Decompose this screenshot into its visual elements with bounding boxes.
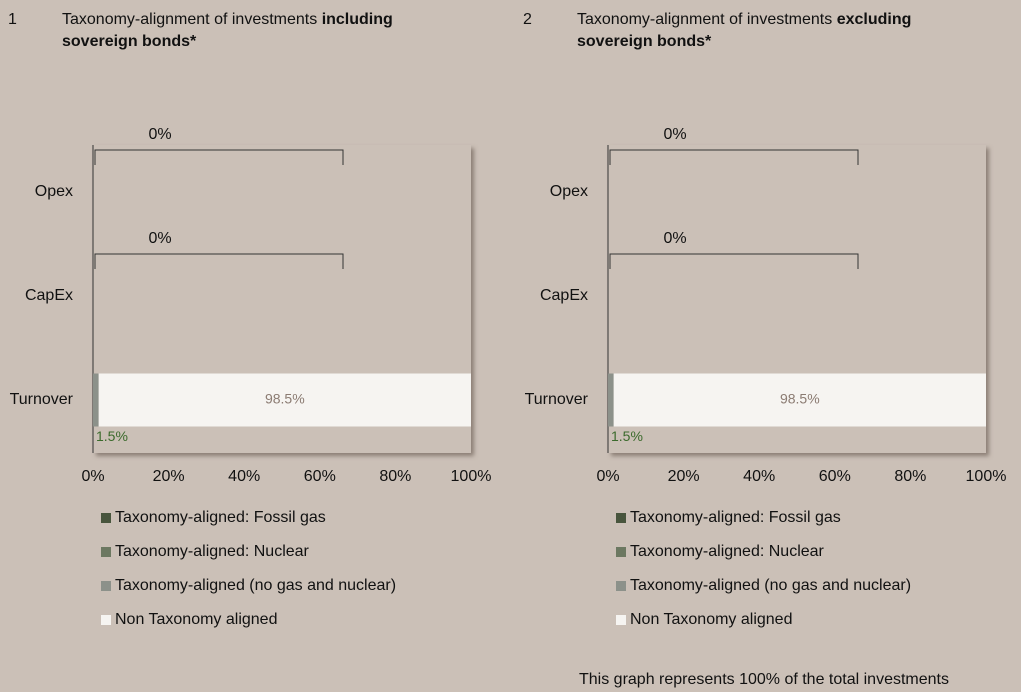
x-tick-label: 20%: [153, 468, 185, 485]
bracket-label: 0%: [148, 230, 171, 247]
x-tick-label: 60%: [304, 468, 336, 485]
legend-swatch: [616, 615, 626, 625]
y-tick-label: Turnover: [525, 391, 589, 408]
title-emphasis: excluding sovereign bonds*: [577, 11, 912, 50]
title-text: Taxonomy-alignment of investments: [62, 11, 318, 28]
bracket: [609, 253, 859, 269]
legend-label: Non Taxonomy aligned: [115, 611, 278, 628]
chart-title: Taxonomy-alignment of investments exclud…: [577, 9, 957, 53]
x-tick-label: 0%: [81, 468, 104, 485]
legend-item: Taxonomy-aligned: Fossil gas: [101, 509, 326, 527]
footnote: This graph represents 100% of the total …: [579, 671, 949, 688]
chart-number: 1: [8, 11, 17, 28]
x-tick-label: 20%: [668, 468, 700, 485]
bracket: [609, 149, 859, 165]
legend-item: Taxonomy-aligned: Fossil gas: [616, 509, 841, 527]
bar-segment: [608, 373, 614, 427]
x-tick-label: 100%: [451, 468, 492, 485]
x-tick-label: 40%: [743, 468, 775, 485]
x-tick-label: 80%: [379, 468, 411, 485]
value-label: 98.5%: [780, 391, 820, 407]
legend-item: Taxonomy-aligned: Nuclear: [616, 543, 824, 561]
legend-item: Taxonomy-aligned (no gas and nuclear): [101, 577, 396, 595]
chart-title: Taxonomy-alignment of investments includ…: [62, 9, 442, 53]
bar-segment: [98, 373, 472, 427]
bar-segment: [613, 373, 986, 427]
legend-label: Taxonomy-aligned (no gas and nuclear): [115, 577, 397, 594]
legend-swatch: [616, 513, 626, 523]
bar-segment: [93, 373, 99, 427]
x-tick-label: 0%: [596, 468, 619, 485]
legend-swatch: [101, 547, 111, 557]
bracket-label: 0%: [663, 126, 686, 143]
y-tick-label: Opex: [550, 183, 588, 200]
legend-swatch: [101, 581, 111, 591]
x-tick-label: 100%: [966, 468, 1007, 485]
legend-item: Non Taxonomy aligned: [101, 611, 277, 629]
legend-label: Taxonomy-aligned (no gas and nuclear): [630, 577, 912, 594]
y-tick-label: Opex: [35, 183, 73, 200]
value-label: 98.5%: [265, 391, 305, 407]
legend-swatch: [616, 547, 626, 557]
bracket-label: 0%: [663, 230, 686, 247]
legend-label: Taxonomy-aligned: Nuclear: [630, 543, 824, 560]
legend-label: Taxonomy-aligned: Nuclear: [115, 543, 309, 560]
x-tick-label: 40%: [228, 468, 260, 485]
legend-swatch: [101, 513, 111, 523]
value-label: 1.5%: [96, 428, 128, 444]
bracket: [94, 149, 344, 165]
legend-swatch: [616, 581, 626, 591]
title-emphasis: including sovereign bonds*: [62, 11, 393, 50]
legend-item: Taxonomy-aligned: Nuclear: [101, 543, 309, 561]
bracket: [94, 253, 344, 269]
legend-label: Taxonomy-aligned: Fossil gas: [115, 509, 326, 526]
y-tick-label: Turnover: [10, 391, 74, 408]
title-text: Taxonomy-alignment of investments: [577, 11, 833, 28]
legend-label: Taxonomy-aligned: Fossil gas: [630, 509, 841, 526]
legend-label: Non Taxonomy aligned: [630, 611, 793, 628]
chart-number: 2: [523, 11, 532, 28]
x-tick-label: 80%: [894, 468, 926, 485]
value-label: 1.5%: [611, 428, 643, 444]
y-tick-label: CapEx: [540, 287, 588, 304]
x-tick-label: 60%: [819, 468, 851, 485]
legend-item: Non Taxonomy aligned: [616, 611, 792, 629]
legend-item: Taxonomy-aligned (no gas and nuclear): [616, 577, 911, 595]
legend-swatch: [101, 615, 111, 625]
bracket-label: 0%: [148, 126, 171, 143]
y-tick-label: CapEx: [25, 287, 73, 304]
